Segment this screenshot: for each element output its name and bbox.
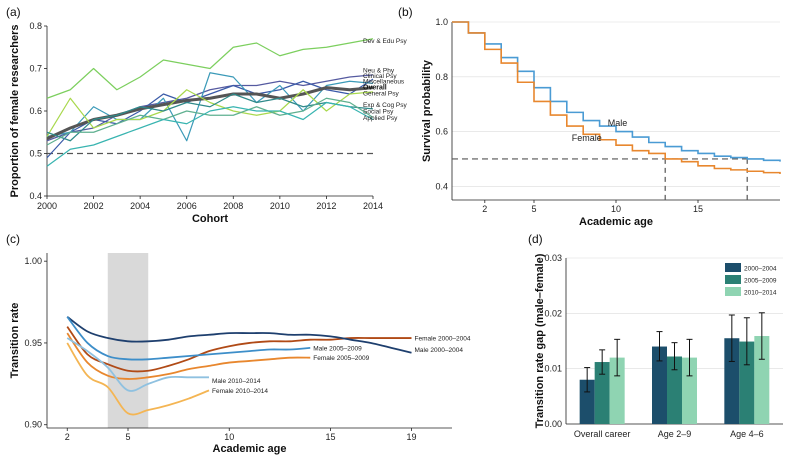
y-tick-label-d: 0.03 [544,253,562,263]
transition-curve-female-2010-2014 [66,342,210,416]
y-tick-label-d: 0.01 [544,364,562,374]
x-tick-label-c: 2 [65,432,70,442]
series-label-clinical-psy: Clinical Psy [363,73,397,80]
x-tick-label-a: 2006 [177,201,197,211]
legend-label-2000-2004: 2000–2004 [744,266,777,273]
panel-b-chart: 0.4 0.6 0.8 1.0 2 5 10 15 Academic age Survival p… [421,17,781,228]
panel-label-b: (b) [398,5,413,19]
y-tick-label-b: 0.4 [435,181,448,191]
curve-label-male-2010-2014: Male 2010–2014 [212,378,261,385]
series-label-exp-cog-psy: Exp & Cog Psy [363,102,407,109]
transition-curve-female-2000-2004 [66,326,412,373]
legend-swatch-2005-2009 [725,275,741,284]
series-label-social-psy: Social Psy [363,108,394,115]
category-label-age-2-9: Age 2–9 [658,429,692,439]
panel-a-chart: 0.4 0.5 0.6 0.7 0.8 2000 2002 2004 2006 2008 2010 2… [9,21,407,225]
transition-curve-female-2005-2009 [66,332,311,380]
transition-curve-male-2000-2004 [66,316,412,354]
x-axis-label-a: Cohort [192,213,228,225]
annotation-female: Female [572,133,602,143]
y-tick-label-b: 0.8 [435,72,448,82]
series-line-neu-phy [46,74,374,142]
panel-label-d: (d) [528,232,543,246]
bar-2000-2004-age-2-9 [652,346,667,424]
category-label-overall-career: Overall career [574,429,631,439]
x-axis-label-c: Academic age [213,443,287,455]
x-tick-label-b: 10 [611,204,621,214]
series-label-miscellaneous: Miscellaneous [363,79,405,86]
curve-label-male-2000-2004: Male 2000–2004 [415,347,464,354]
curve-label-female-2000-2004: Female 2000–2004 [415,336,471,343]
legend-swatch-2000-2004 [725,263,741,272]
bar-2010-2014-age-2-9 [682,357,697,424]
y-tick-label-c: 1.00 [24,256,42,266]
x-tick-label-b: 5 [531,204,536,214]
bar-2005-2009-age-2-9 [667,356,682,424]
y-tick-label-c: 0.90 [24,420,42,430]
category-label-age-4-6: Age 4–6 [730,429,764,439]
y-axis-label-c: Transition rate [9,303,21,379]
x-tick-label-a: 2000 [37,201,57,211]
y-axis-label-a: Proportion of female researchers [9,24,21,197]
series-label-neu-phy: Neu & Phy [363,68,395,75]
legend-swatch-2010-2014 [725,287,741,296]
series-label-general-psy: General Psy [363,91,400,98]
transition-curve-male-2010-2014 [66,337,209,392]
legend-label-2005-2009: 2005–2009 [744,278,777,285]
x-tick-label-a: 2014 [363,201,383,211]
y-tick-label-a: 0.8 [29,21,42,31]
x-tick-label-b: 2 [482,204,487,214]
y-tick-label-b: 0.6 [435,127,448,137]
bar-2005-2009-overall-career [594,362,610,424]
x-tick-label-c: 19 [406,432,416,442]
annotation-male: Male [608,118,628,128]
y-axis-label-b: Survival probability [421,59,433,162]
series-label-overall: Overall [363,85,387,92]
x-tick-label-a: 2002 [84,201,104,211]
x-tick-label-c: 5 [125,432,130,442]
panel-label-c: (c) [6,232,20,246]
x-axis-label-b: Academic age [579,216,653,228]
bar-2005-2009-age-4-6 [739,341,755,424]
bar-2010-2014-overall-career [609,357,625,424]
series-line-applied-psy [46,101,374,167]
series-line-dev-edu-psy [46,38,374,99]
x-tick-label-a: 2010 [270,201,290,211]
y-tick-label-a: 0.5 [29,149,42,159]
series-label-applied-psy: Applied Psy [363,115,398,122]
series-line-exp-cog-psy [46,93,374,142]
x-tick-label-a: 2012 [316,201,336,211]
survival-curve-female [452,21,781,174]
panel-c-chart: 0.90 0.95 1.00 2 5 10 15 19 Academic age Transiti… [9,253,471,455]
legend-label-2010-2014: 2010–2014 [744,290,777,297]
curve-label-female-2005-2009: Female 2005–2009 [313,355,369,362]
series-line-social-psy [46,97,374,146]
y-tick-label-c: 0.95 [24,338,42,348]
x-tick-label-c: 10 [224,432,234,442]
bar-2000-2004-overall-career [579,379,595,424]
y-tick-label-d: 0.02 [544,308,562,318]
series-label-dev-edu-psy: Dev & Edu Psy [363,38,407,45]
x-tick-label-b: 15 [693,204,703,214]
transition-curve-male-2005-2009 [66,316,311,361]
survival-curve-male [452,21,781,162]
y-axis-label-d: Transition rate gap (male–female) [534,253,546,428]
x-tick-label-c: 15 [325,432,335,442]
x-tick-label-a: 2008 [223,201,243,211]
bar-2000-2004-age-4-6 [724,338,740,424]
series-line-miscellaneous [46,72,374,142]
bar-2010-2014-age-4-6 [754,336,770,424]
y-tick-label-a: 0.6 [29,106,42,116]
curve-label-female-2010-2014: Female 2010–2014 [212,388,268,395]
y-tick-label-a: 0.4 [29,191,42,201]
y-tick-label-a: 0.7 [29,64,42,74]
curve-label-male-2005-2009: Male 2005–2009 [313,345,362,352]
y-tick-label-b: 1.0 [435,17,448,27]
y-tick-label-d: 0.00 [544,419,562,429]
x-tick-label-a: 2004 [130,201,150,211]
panel-label-a: (a) [6,5,21,19]
series-line-clinical-psy [46,78,374,159]
